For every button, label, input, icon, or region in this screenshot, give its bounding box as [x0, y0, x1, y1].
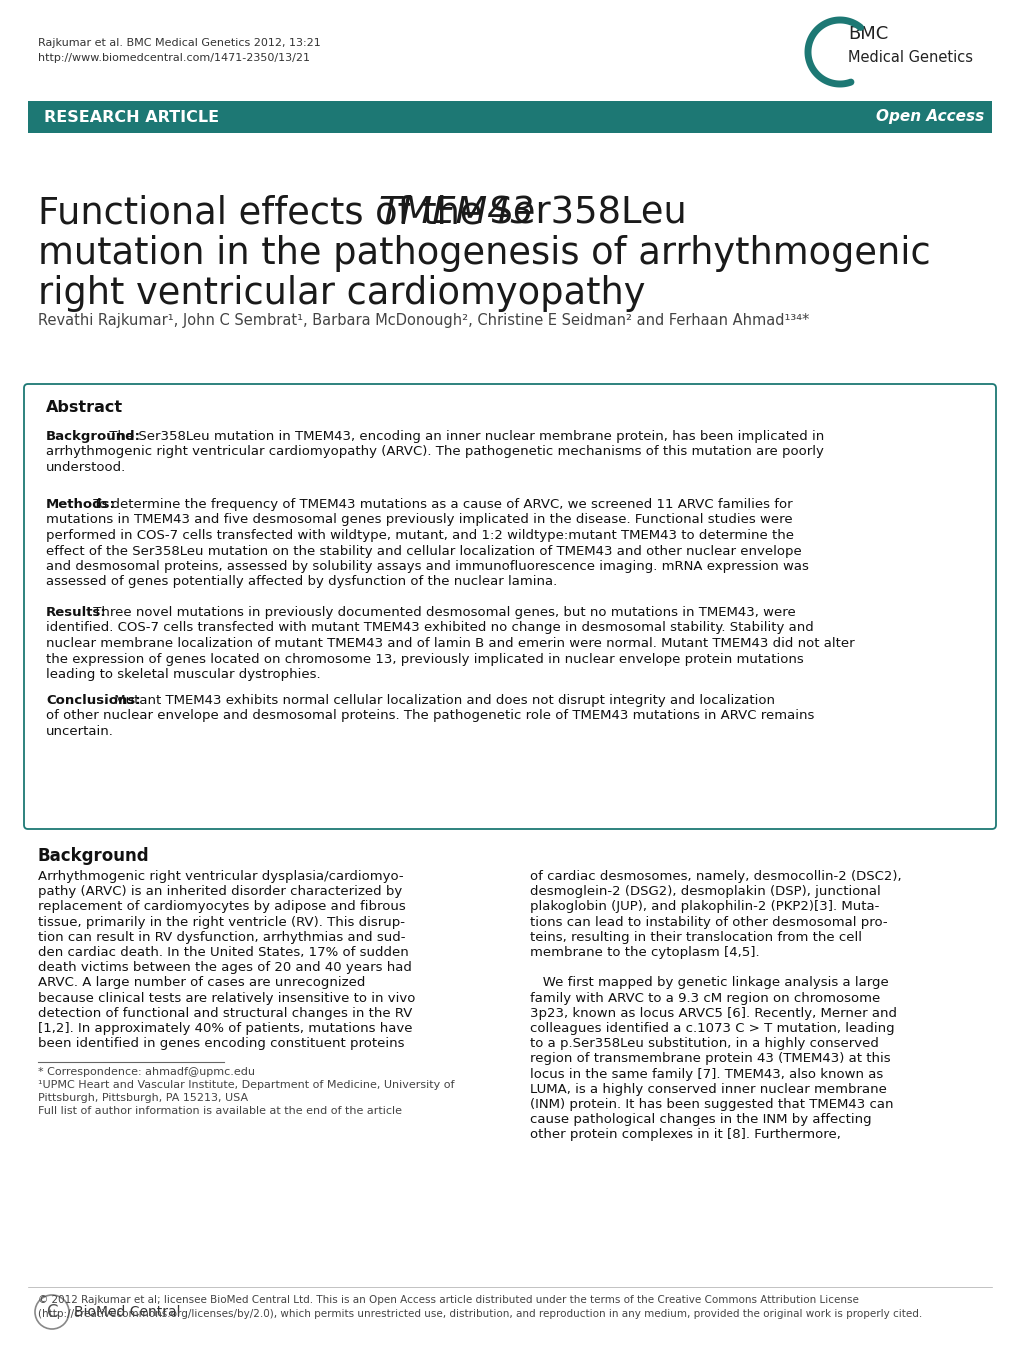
Text: assessed of genes potentially affected by dysfunction of the nuclear lamina.: assessed of genes potentially affected b…	[46, 575, 556, 588]
Text: locus in the same family [7]. TMEM43, also known as: locus in the same family [7]. TMEM43, al…	[530, 1068, 882, 1080]
Text: family with ARVC to a 9.3 cM region on chromosome: family with ARVC to a 9.3 cM region on c…	[530, 992, 879, 1004]
Text: replacement of cardiomyocytes by adipose and fibrous: replacement of cardiomyocytes by adipose…	[38, 901, 406, 913]
Text: performed in COS-7 cells transfected with wildtype, mutant, and 1:2 wildtype:mut: performed in COS-7 cells transfected wit…	[46, 529, 793, 542]
Text: effect of the Ser358Leu mutation on the stability and cellular localization of T: effect of the Ser358Leu mutation on the …	[46, 545, 801, 557]
Text: the expression of genes located on chromosome 13, previously implicated in nucle: the expression of genes located on chrom…	[46, 652, 803, 666]
Text: We first mapped by genetic linkage analysis a large: We first mapped by genetic linkage analy…	[530, 976, 888, 989]
Text: leading to skeletal muscular dystrophies.: leading to skeletal muscular dystrophies…	[46, 669, 320, 681]
Text: desmoglein-2 (DSG2), desmoplakin (DSP), junctional: desmoglein-2 (DSG2), desmoplakin (DSP), …	[530, 885, 879, 898]
Text: Open Access: Open Access	[875, 110, 983, 125]
Text: been identified in genes encoding constituent proteins: been identified in genes encoding consti…	[38, 1037, 405, 1051]
Text: (INM) protein. It has been suggested that TMEM43 can: (INM) protein. It has been suggested tha…	[530, 1098, 893, 1112]
Text: mutations in TMEM43 and five desmosomal genes previously implicated in the disea: mutations in TMEM43 and five desmosomal …	[46, 514, 792, 526]
Text: ¹UPMC Heart and Vascular Institute, Department of Medicine, University of: ¹UPMC Heart and Vascular Institute, Depa…	[38, 1080, 454, 1090]
Text: teins, resulting in their translocation from the cell: teins, resulting in their translocation …	[530, 931, 861, 943]
Text: to a p.Ser358Leu substitution, in a highly conserved: to a p.Ser358Leu substitution, in a high…	[530, 1037, 878, 1051]
Text: mutation in the pathogenesis of arrhythmogenic: mutation in the pathogenesis of arrhythm…	[38, 235, 929, 272]
Text: death victims between the ages of 20 and 40 years had: death victims between the ages of 20 and…	[38, 961, 412, 974]
Text: cause pathological changes in the INM by affecting: cause pathological changes in the INM by…	[530, 1113, 871, 1127]
Text: Background: Background	[38, 847, 150, 864]
Text: Mutant TMEM43 exhibits normal cellular localization and does not disrupt integri: Mutant TMEM43 exhibits normal cellular l…	[110, 694, 774, 707]
Text: colleagues identified a c.1073 C > T mutation, leading: colleagues identified a c.1073 C > T mut…	[530, 1022, 894, 1036]
Text: Rajkumar et al. BMC Medical Genetics 2012, 13:21: Rajkumar et al. BMC Medical Genetics 201…	[38, 38, 320, 48]
Text: Abstract: Abstract	[46, 400, 123, 414]
Bar	[28, 101, 991, 133]
Text: BioMed Central: BioMed Central	[74, 1305, 180, 1320]
Text: of cardiac desmosomes, namely, desmocollin-2 (DSC2),: of cardiac desmosomes, namely, desmocoll…	[530, 870, 901, 883]
Text: © 2012 Rajkumar et al; licensee BioMed Central Ltd. This is an Open Access artic: © 2012 Rajkumar et al; licensee BioMed C…	[38, 1295, 921, 1318]
Text: nuclear membrane localization of mutant TMEM43 and of lamin B and emerin were no: nuclear membrane localization of mutant …	[46, 637, 854, 650]
Text: detection of functional and structural changes in the RV: detection of functional and structural c…	[38, 1007, 412, 1019]
Text: BMC: BMC	[847, 24, 888, 43]
Text: tissue, primarily in the right ventricle (RV). This disrup-: tissue, primarily in the right ventricle…	[38, 916, 405, 928]
Text: membrane to the cytoplasm [4,5].: membrane to the cytoplasm [4,5].	[530, 946, 759, 959]
Text: LUMA, is a highly conserved inner nuclear membrane: LUMA, is a highly conserved inner nuclea…	[530, 1083, 886, 1095]
Text: Methods:: Methods:	[46, 497, 116, 511]
Text: Arrhythmogenic right ventricular dysplasia/cardiomyo-: Arrhythmogenic right ventricular dysplas…	[38, 870, 404, 883]
Text: right ventricular cardiomyopathy: right ventricular cardiomyopathy	[38, 275, 645, 313]
Text: because clinical tests are relatively insensitive to in vivo: because clinical tests are relatively in…	[38, 992, 415, 1004]
Text: of other nuclear envelope and desmosomal proteins. The pathogenetic role of TMEM: of other nuclear envelope and desmosomal…	[46, 709, 813, 723]
Text: tion can result in RV dysfunction, arrhythmias and sud-: tion can result in RV dysfunction, arrhy…	[38, 931, 406, 943]
Text: other protein complexes in it [8]. Furthermore,: other protein complexes in it [8]. Furth…	[530, 1128, 840, 1142]
Text: Functional effects of the: Functional effects of the	[38, 194, 493, 232]
Text: Revathi Rajkumar¹, John C Sembrat¹, Barbara McDonough², Christine E Seidman² and: Revathi Rajkumar¹, John C Sembrat¹, Barb…	[38, 313, 809, 328]
Text: http://www.biomedcentral.com/1471-2350/13/21: http://www.biomedcentral.com/1471-2350/1…	[38, 53, 310, 63]
Text: tions can lead to instability of other desmosomal pro-: tions can lead to instability of other d…	[530, 916, 887, 928]
Text: Full list of author information is available at the end of the article: Full list of author information is avail…	[38, 1106, 401, 1116]
Text: and desmosomal proteins, assessed by solubility assays and immunofluorescence im: and desmosomal proteins, assessed by sol…	[46, 560, 808, 573]
Text: arrhythmogenic right ventricular cardiomyopathy (ARVC). The pathogenetic mechani: arrhythmogenic right ventricular cardiom…	[46, 446, 823, 458]
Text: To determine the frequency of TMEM43 mutations as a cause of ARVC, we screened 1: To determine the frequency of TMEM43 mut…	[89, 497, 792, 511]
Text: Pittsburgh, Pittsburgh, PA 15213, USA: Pittsburgh, Pittsburgh, PA 15213, USA	[38, 1094, 248, 1104]
Text: Background:: Background:	[46, 429, 141, 443]
Text: C: C	[46, 1303, 58, 1321]
Text: understood.: understood.	[46, 461, 126, 474]
Text: identified. COS-7 cells transfected with mutant TMEM43 exhibited no change in de: identified. COS-7 cells transfected with…	[46, 621, 813, 635]
Text: 3p23, known as locus ARVC5 [6]. Recently, Merner and: 3p23, known as locus ARVC5 [6]. Recently…	[530, 1007, 896, 1019]
Text: pathy (ARVC) is an inherited disorder characterized by: pathy (ARVC) is an inherited disorder ch…	[38, 885, 401, 898]
Text: uncertain.: uncertain.	[46, 724, 114, 738]
Text: Results:: Results:	[46, 606, 107, 618]
Text: Medical Genetics: Medical Genetics	[847, 49, 972, 64]
Text: Conclusions:: Conclusions:	[46, 694, 141, 707]
Text: region of transmembrane protein 43 (TMEM43) at this: region of transmembrane protein 43 (TMEM…	[530, 1052, 890, 1065]
FancyBboxPatch shape	[24, 385, 995, 829]
Text: RESEARCH ARTICLE: RESEARCH ARTICLE	[44, 110, 219, 125]
Text: Three novel mutations in previously documented desmosomal genes, but no mutation: Three novel mutations in previously docu…	[89, 606, 795, 618]
Text: ARVC. A large number of cases are unrecognized: ARVC. A large number of cases are unreco…	[38, 976, 365, 989]
Text: plakoglobin (JUP), and plakophilin-2 (PKP2)[3]. Muta-: plakoglobin (JUP), and plakophilin-2 (PK…	[530, 901, 878, 913]
Text: Ser358Leu: Ser358Leu	[478, 194, 686, 232]
Text: The Ser358Leu mutation in TMEM43, encoding an inner nuclear membrane protein, ha: The Ser358Leu mutation in TMEM43, encodi…	[104, 429, 823, 443]
Text: [1,2]. In approximately 40% of patients, mutations have: [1,2]. In approximately 40% of patients,…	[38, 1022, 412, 1036]
Text: * Correspondence: ahmadf@upmc.edu: * Correspondence: ahmadf@upmc.edu	[38, 1067, 255, 1078]
Text: TMEM43: TMEM43	[378, 194, 534, 232]
Text: den cardiac death. In the United States, 17% of sudden: den cardiac death. In the United States,…	[38, 946, 409, 959]
